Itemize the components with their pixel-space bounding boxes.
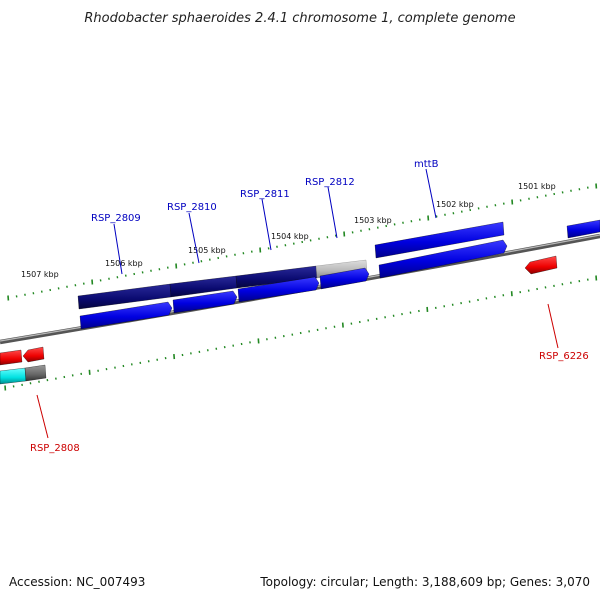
scale-ticks-lower: [4, 275, 598, 391]
kbp-label-1505: 1505 kbp: [188, 246, 226, 255]
gene-block-mttb[interactable]: [374, 221, 505, 259]
gene-block-gray-left[interactable]: [24, 364, 47, 382]
label-rsp-2810: RSP_2810: [167, 202, 217, 213]
label-mttb: mttB: [414, 159, 439, 170]
scale-ticks-upper: [7, 183, 598, 301]
label-rsp-2809: RSP_2809: [91, 213, 141, 224]
cds-arrow-mttb[interactable]: [378, 239, 508, 279]
gene-arrow-rsp-6226[interactable]: [524, 255, 558, 275]
cds-arrow-rsp-2810[interactable]: [172, 290, 238, 314]
reverse-lane: [0, 255, 558, 385]
gene-arrow-left-red-2[interactable]: [22, 346, 45, 363]
kbp-label-1504: 1504 kbp: [271, 232, 309, 241]
kbp-label-1503: 1503 kbp: [354, 216, 392, 225]
footer-accession: Accession: NC_007493: [9, 575, 145, 589]
cds-arrow-rsp-2811[interactable]: [237, 276, 320, 303]
label-rsp-2812: RSP_2812: [305, 177, 355, 188]
label-rsp-6226: RSP_6226: [539, 351, 589, 362]
kbp-label-1501: 1501 kbp: [518, 182, 556, 191]
gene-labels: RSP_2809 RSP_2810 RSP_2811 RSP_2812 mttB…: [30, 159, 589, 454]
footer-summary: Topology: circular; Length: 3,188,609 bp…: [259, 575, 590, 589]
gene-block-right-edge[interactable]: [566, 219, 600, 239]
gene-lane-upper: [77, 219, 600, 310]
kbp-label-1507: 1507 kbp: [21, 270, 59, 279]
cds-arrow-rsp-2812[interactable]: [319, 267, 370, 290]
kbp-label-1506: 1506 kbp: [105, 259, 143, 268]
label-rsp-2811: RSP_2811: [240, 189, 290, 200]
cds-arrow-rsp-2809[interactable]: [79, 301, 173, 330]
cds-lane: [79, 239, 508, 330]
gene-arrow-left-red-1[interactable]: [0, 349, 23, 366]
gene-block-cyan[interactable]: [0, 367, 27, 385]
label-rsp-2808: RSP_2808: [30, 443, 80, 454]
kbp-label-1502: 1502 kbp: [436, 200, 474, 209]
map-title: Rhodobacter sphaeroides 2.4.1 chromosome…: [84, 11, 515, 26]
